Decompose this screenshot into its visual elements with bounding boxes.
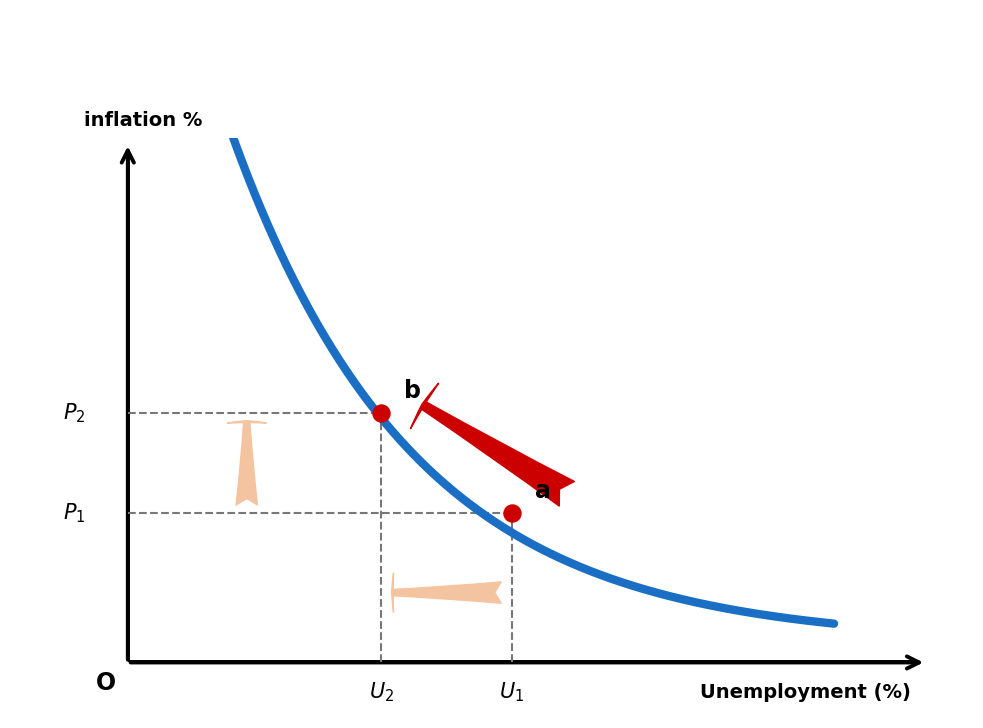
Text: Unemployment (%): Unemployment (%) [700, 683, 911, 702]
Text: $P_2$: $P_2$ [63, 401, 86, 424]
Text: $P_1$: $P_1$ [63, 501, 86, 524]
Text: $U_1$: $U_1$ [499, 681, 524, 704]
Text: $U_2$: $U_2$ [369, 681, 394, 704]
Point [503, 507, 519, 518]
Point [374, 407, 389, 419]
Text: Phillips Curve: Phillips Curve [211, 18, 772, 87]
Text: a: a [535, 479, 550, 503]
Text: inflation %: inflation % [84, 111, 202, 130]
Text: O: O [96, 671, 116, 695]
Text: b: b [404, 379, 421, 403]
